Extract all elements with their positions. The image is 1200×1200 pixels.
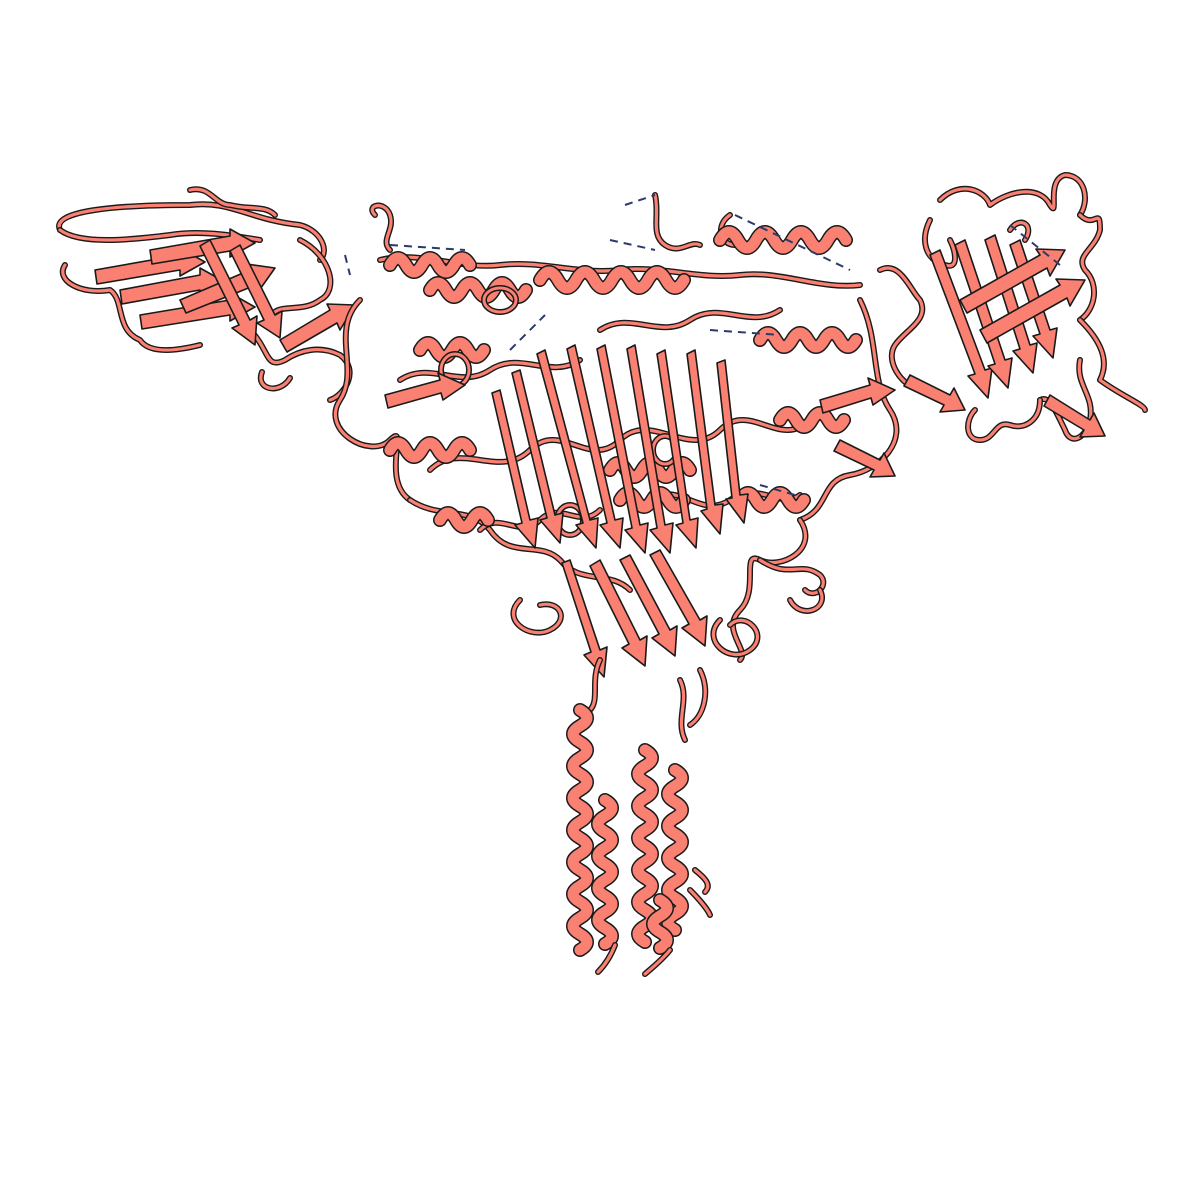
central-core-domain [332, 192, 900, 678]
stalk-helix-bundle [566, 657, 713, 977]
missing-segment-dashes [344, 194, 1061, 496]
left-beta-domain [56, 186, 356, 403]
right-beta-domain [877, 172, 1148, 443]
